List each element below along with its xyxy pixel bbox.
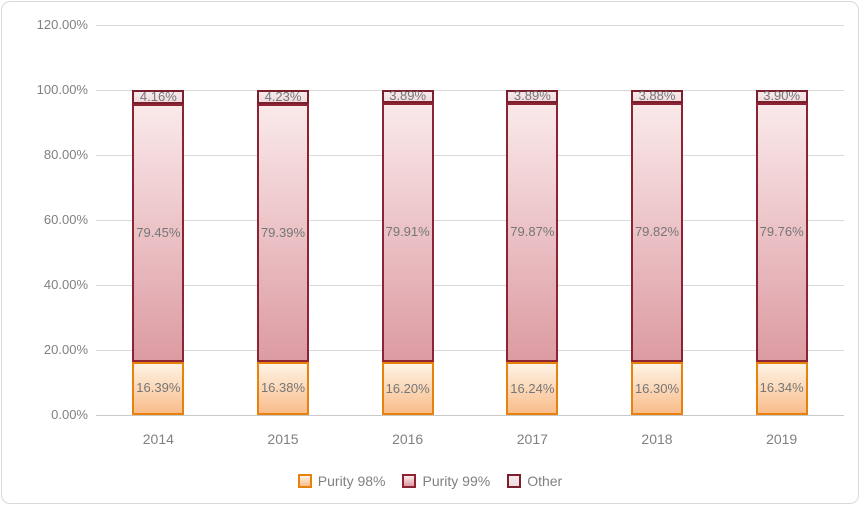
bar-segment-purity-99-[interactable] [755,102,808,362]
y-tick-label: 0.00% [51,407,88,422]
bar-segment-purity-99-[interactable] [381,102,434,363]
plot-area: 16.39% 79.45% 4.16% 16.38% 79.39% 4.23% 16.20%… [96,24,844,416]
x-category-label: 2016 [392,431,424,447]
y-axis: 0.00% 20.00% 40.00% 60.00% 80.00% 100.00% 120.… [10,17,88,422]
bar-segment-purity-98-[interactable] [132,361,185,415]
bar-segment-purity-99-[interactable] [257,103,309,362]
bar-segment-other[interactable] [257,90,309,104]
stacked-bar-chart[interactable]: 0.00% 20.00% 40.00% 60.00% 80.00% 100.00% 120.… [1,1,859,504]
legend-item-purity-98-[interactable]: Purity 98% [297,472,386,490]
gridline [96,24,844,26]
legend: Purity 98% Purity 99% Other [2,468,858,494]
bar-segment-purity-98-[interactable] [755,361,808,415]
bar-segment-purity-98-[interactable] [381,362,434,415]
x-category-label: 2015 [267,431,299,447]
bar-segment-purity-99-[interactable] [132,103,185,362]
gridline [96,154,844,156]
legend-swatch-icon [402,474,417,488]
gridline [96,219,844,221]
legend-item-purity-99-[interactable]: Purity 99% [402,472,490,490]
x-category-label: 2014 [142,431,174,447]
x-axis-line [96,414,844,416]
x-category-label: 2017 [516,431,548,447]
bar-segment-purity-99-[interactable] [506,102,559,363]
bar-segment-purity-98-[interactable] [506,362,559,415]
x-axis: 2014 2015 2016 2017 2018 2019 [96,429,844,449]
y-tick-label: 100.00% [36,82,88,97]
legend-swatch-icon [507,474,522,488]
legend-label: Purity 99% [422,473,491,489]
y-tick-label: 20.00% [43,342,88,357]
bar-segment-other[interactable] [132,90,185,104]
legend-label: Purity 98% [317,473,386,489]
bar-segment-other[interactable] [506,90,559,103]
legend-item-other[interactable]: Other [507,472,562,490]
bar-segment-other[interactable] [381,90,434,103]
x-category-label: 2019 [766,431,798,447]
y-tick-label: 60.00% [43,212,88,227]
gridline [96,284,844,286]
y-tick-label: 120.00% [36,17,88,32]
bar-segment-purity-99-[interactable] [631,102,683,363]
gridline [96,89,844,91]
bar-segment-other[interactable] [631,90,683,103]
x-category-label: 2018 [641,431,673,447]
bar-segment-other[interactable] [755,90,808,103]
bar-segment-purity-98-[interactable] [631,362,683,415]
bar-segment-purity-98-[interactable] [257,361,309,415]
legend-label: Other [527,473,563,489]
legend-swatch-icon [297,474,312,488]
y-tick-label: 80.00% [43,147,88,162]
y-tick-label: 40.00% [43,277,88,292]
gridline [96,349,844,351]
